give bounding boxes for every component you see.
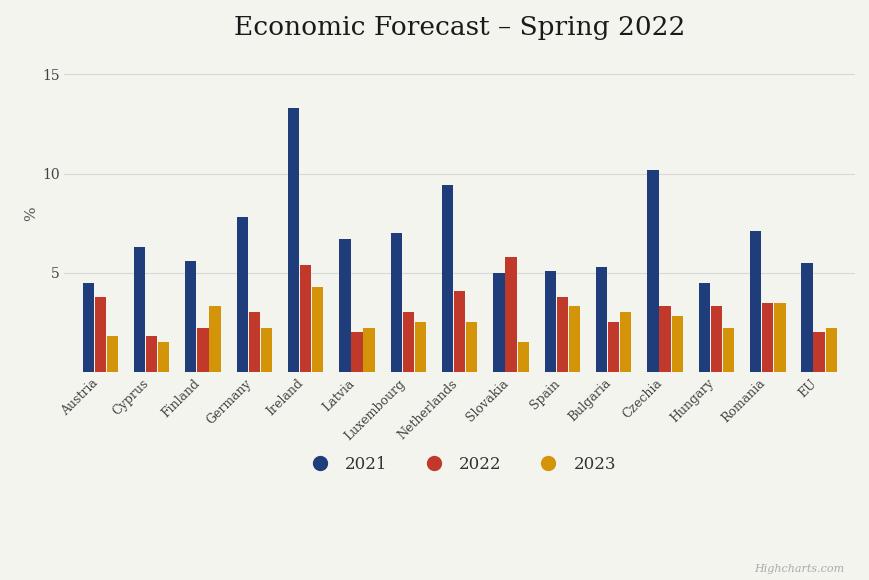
Bar (300, 265, 311, 372)
Bar (749, 231, 760, 372)
Bar (185, 261, 196, 372)
Bar (825, 328, 836, 372)
Bar (493, 273, 504, 372)
Bar (249, 313, 260, 372)
Bar (209, 306, 221, 372)
Bar (698, 282, 709, 372)
Legend: 2021, 2022, 2023: 2021, 2022, 2023 (298, 451, 620, 478)
Bar (402, 313, 414, 372)
Bar (544, 271, 555, 372)
Bar (607, 322, 619, 372)
Bar (134, 247, 145, 372)
Bar (800, 263, 812, 372)
Bar (813, 332, 824, 372)
Bar (556, 296, 567, 372)
Bar (647, 169, 658, 372)
Bar (454, 291, 465, 372)
Bar (107, 336, 118, 372)
Bar (351, 332, 362, 372)
Bar (568, 306, 580, 372)
Bar (363, 328, 375, 372)
Bar (761, 303, 773, 372)
Y-axis label: %: % (23, 206, 37, 220)
Bar (620, 313, 631, 372)
Bar (83, 282, 94, 372)
Bar (722, 328, 733, 372)
Bar (517, 342, 528, 372)
Bar (773, 303, 785, 372)
Bar (95, 296, 106, 372)
Bar (288, 108, 299, 372)
Bar (158, 342, 169, 372)
Bar (415, 322, 426, 372)
Bar (505, 257, 516, 372)
Bar (312, 287, 323, 372)
Bar (197, 328, 209, 372)
Bar (671, 317, 682, 372)
Bar (390, 233, 401, 372)
Bar (261, 328, 272, 372)
Bar (236, 217, 248, 372)
Bar (146, 336, 157, 372)
Text: Highcharts.com: Highcharts.com (753, 564, 843, 574)
Bar (339, 239, 350, 372)
Bar (441, 186, 453, 372)
Title: Economic Forecast – Spring 2022: Economic Forecast – Spring 2022 (234, 15, 685, 40)
Bar (710, 306, 721, 372)
Bar (659, 306, 670, 372)
Bar (466, 322, 477, 372)
Bar (595, 267, 607, 372)
